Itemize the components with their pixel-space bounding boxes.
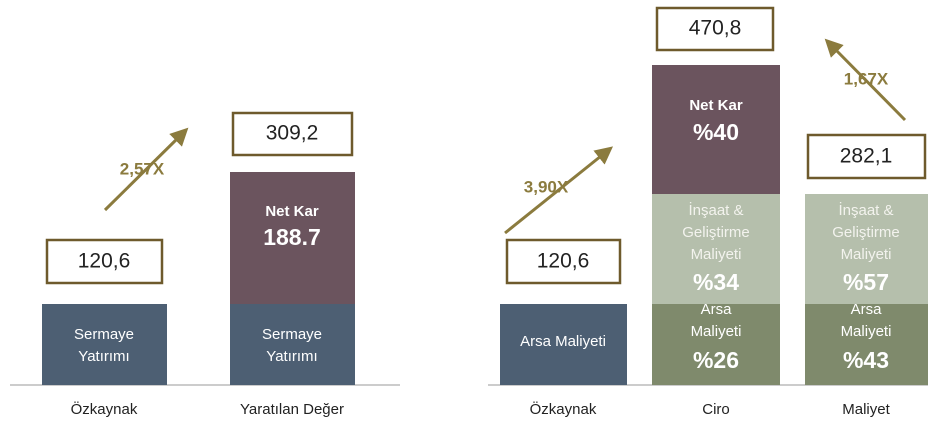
category-label: Özkaynak [530, 400, 597, 418]
bar-segment [652, 65, 780, 194]
bar-segment [652, 304, 780, 385]
bar-segment [42, 304, 167, 385]
category-label: Ciro [702, 401, 730, 418]
arrow [504, 146, 614, 235]
total-box [505, 238, 622, 285]
segment-label: Yatırımı [78, 348, 129, 365]
segment-label: İnşaat & [688, 201, 743, 219]
bar-segment [805, 304, 928, 385]
segment-value: %43 [843, 347, 889, 373]
segment-label: Sermaye [262, 326, 322, 343]
bar-segment [500, 304, 627, 385]
total-box [231, 111, 354, 157]
total: 120,6 [537, 250, 590, 273]
segment-label: Arsa [701, 301, 733, 318]
segment-label: Yatırımı [266, 348, 317, 365]
total: 282,1 [840, 145, 893, 168]
segment-label: Sermaye [74, 326, 134, 343]
segment-label: Net Kar [689, 97, 743, 114]
segment-label: Arsa [851, 301, 883, 318]
segment-label: İnşaat & [838, 201, 893, 219]
segment-label: Maliyeti [691, 323, 742, 340]
segment-label: Geliştirme [682, 224, 750, 241]
bar-segment [230, 304, 355, 385]
total-box [806, 133, 927, 180]
segment-value: 188.7 [263, 224, 321, 250]
bar-segment [805, 194, 928, 304]
multiplier: 3,90X [524, 177, 569, 196]
arrow [103, 127, 189, 212]
segment-value: %57 [843, 269, 889, 295]
segment-value: %40 [693, 119, 739, 145]
total-box [45, 238, 164, 285]
segment-label: Maliyeti [841, 246, 892, 263]
segment-value: %26 [693, 347, 739, 373]
total-box [655, 6, 775, 52]
segment-value: %34 [693, 269, 739, 295]
segment-label: Arsa Maliyeti [520, 333, 606, 350]
segment-label: Maliyeti [841, 323, 892, 340]
category-label: Maliyet [842, 401, 890, 418]
multiplier: 2,57X [120, 159, 165, 178]
bar-segment [230, 172, 355, 304]
right-chart: Arsa Maliyeti 120,6 3,90X Arsa Maliyeti … [488, 6, 928, 418]
category-label: Özkaynak [71, 400, 138, 418]
segment-label: Maliyeti [691, 246, 742, 263]
bar-segment [652, 194, 780, 304]
total: 470,8 [689, 17, 742, 40]
left-chart: Sermaye Yatırımı 120,6 2,57X Sermaye Yat… [10, 111, 400, 418]
total: 120,6 [78, 250, 131, 273]
category-label: Yaratılan Değer [240, 401, 344, 418]
segment-label: Geliştirme [832, 224, 900, 241]
arrow [824, 38, 907, 122]
total: 309,2 [266, 122, 319, 145]
segment-label: Net Kar [265, 203, 319, 220]
multiplier: 1,67X [844, 69, 889, 88]
